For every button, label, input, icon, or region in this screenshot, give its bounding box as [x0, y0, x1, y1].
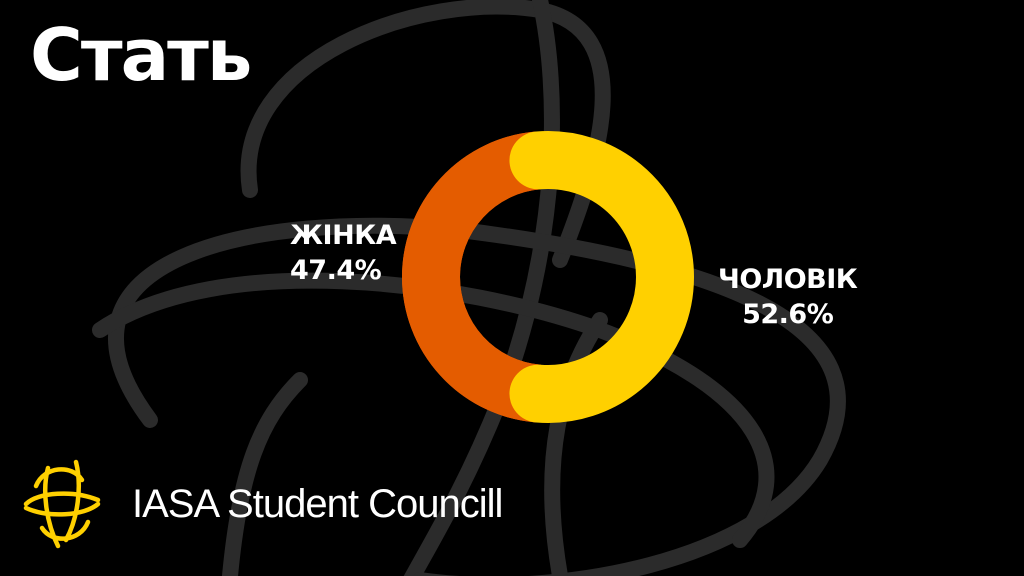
- donut-slice-female-fill: [402, 131, 542, 423]
- female-category-label: ЖІНКА: [290, 220, 397, 251]
- brand-footer: IASA Student Councill: [18, 456, 503, 552]
- male-percent-label: 52.6%: [742, 299, 834, 331]
- iasa-logo-icon: [23, 459, 101, 549]
- female-percent-label: 47.4%: [290, 255, 382, 287]
- male-category-label: ЧОЛОВІК: [718, 264, 858, 295]
- slide-title: Стать: [30, 13, 252, 97]
- brand-name: IASA Student Councill: [132, 481, 503, 526]
- female-slice-label: ЖІНКА 47.4%: [290, 218, 397, 288]
- donut-slice-male: [509, 131, 694, 423]
- male-slice-label: ЧОЛОВІК 52.6%: [718, 262, 858, 332]
